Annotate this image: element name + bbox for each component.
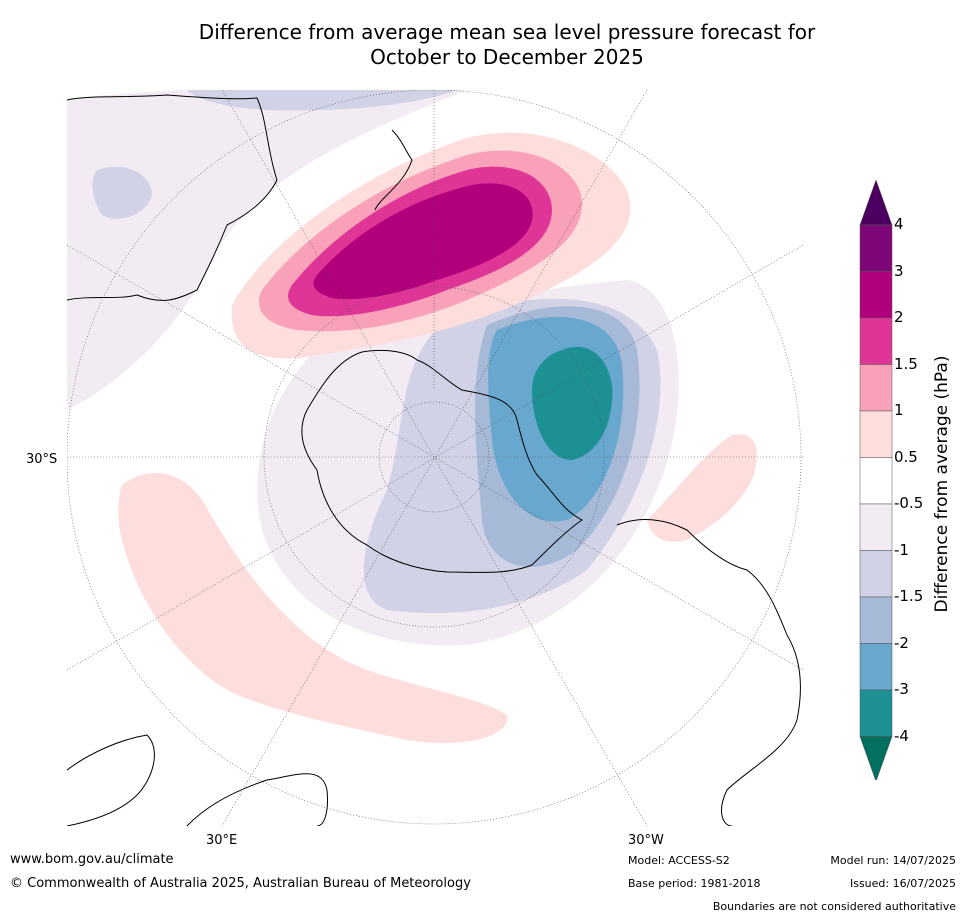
latitude-circle-outer [67,90,802,825]
colorbar [859,180,893,780]
colorbar-tick-label: -2 [894,633,909,652]
colorbar-tick-label: 3 [894,261,904,280]
anomaly-region-plus2 [313,183,533,300]
colorbar-arrow-bottom [859,736,893,780]
colorbar-tick-label: 1.5 [894,354,918,373]
colorbar-band [859,689,893,737]
australia-coastline [67,94,278,301]
meridian-line [221,90,648,826]
colorbar-tick-label: 4 [894,215,904,233]
footer-issued: Issued: 16/07/2025 [849,877,956,890]
antarctica-coastline [301,349,583,573]
south-america-coastline [616,519,801,826]
colorbar-band [859,457,893,505]
meridian-line [221,90,648,826]
footer-model: Model: ACCESS-S2 [628,854,730,867]
chart-title: Difference from average mean sea level p… [0,20,965,70]
map-canvas [67,90,803,826]
polar-map [67,90,803,826]
colorbar-tick-label: 0.5 [894,447,918,466]
anomaly-region-plus05-east [647,434,757,542]
colorbar-tick-label: -1 [894,540,909,559]
footer-model-run: Model run: 14/07/2025 [830,854,956,867]
title-line-2: October to December 2025 [370,45,644,69]
meridian-line [67,244,803,671]
footer-disclaimer: Boundaries are not considered authoritat… [712,900,956,913]
title-line-1: Difference from average mean sea level p… [198,20,816,44]
graticule [67,90,803,826]
anomaly-region-minus1-top [187,90,457,111]
latitude-circle-inner [378,401,490,513]
colorbar-band [859,596,893,644]
footer-base-period: Base period: 1981-2018 [628,877,761,890]
colorbar-band [859,364,893,412]
colorbar-band [859,503,893,551]
colorbar-tick-label: -3 [894,680,909,698]
colorbar-segments [859,180,893,780]
colorbar-band [859,550,893,598]
colorbar-arrow-top [859,180,893,226]
footer-website: www.bom.gov.au/climate [10,852,174,867]
longitude-label-30e: 30°E [206,833,238,848]
colorbar-band [859,643,893,691]
colorbar-tick-label: 1 [894,401,904,419]
longitude-label-30w: 30°W [628,833,664,848]
africa-east-coastline [186,773,328,826]
colorbar-band [859,410,893,458]
footer-copyright: © Commonwealth of Australia 2025, Austra… [10,876,471,891]
colorbar-band [859,317,893,365]
new-zealand-coastline [374,129,413,211]
colorbar-tick-label: 2 [894,308,904,326]
anomaly-region-minus05 [67,90,467,410]
south-africa-coastline [67,734,155,826]
anomaly-region-plus05-west [118,473,508,744]
latitude-label: 30°S [26,452,58,467]
colorbar-tick-label: -4 [894,726,909,745]
colorbar-tick-label: -0.5 [894,494,924,512]
meridian-line [67,244,803,671]
colorbar-tick-label: -1.5 [894,587,924,605]
anomaly-region-minus3 [532,346,613,460]
anomaly-region-minus1 [92,166,152,219]
colorbar-label: Difference from average (hPa) [932,355,952,613]
colorbar-band [859,271,893,319]
colorbar-band [859,224,893,272]
